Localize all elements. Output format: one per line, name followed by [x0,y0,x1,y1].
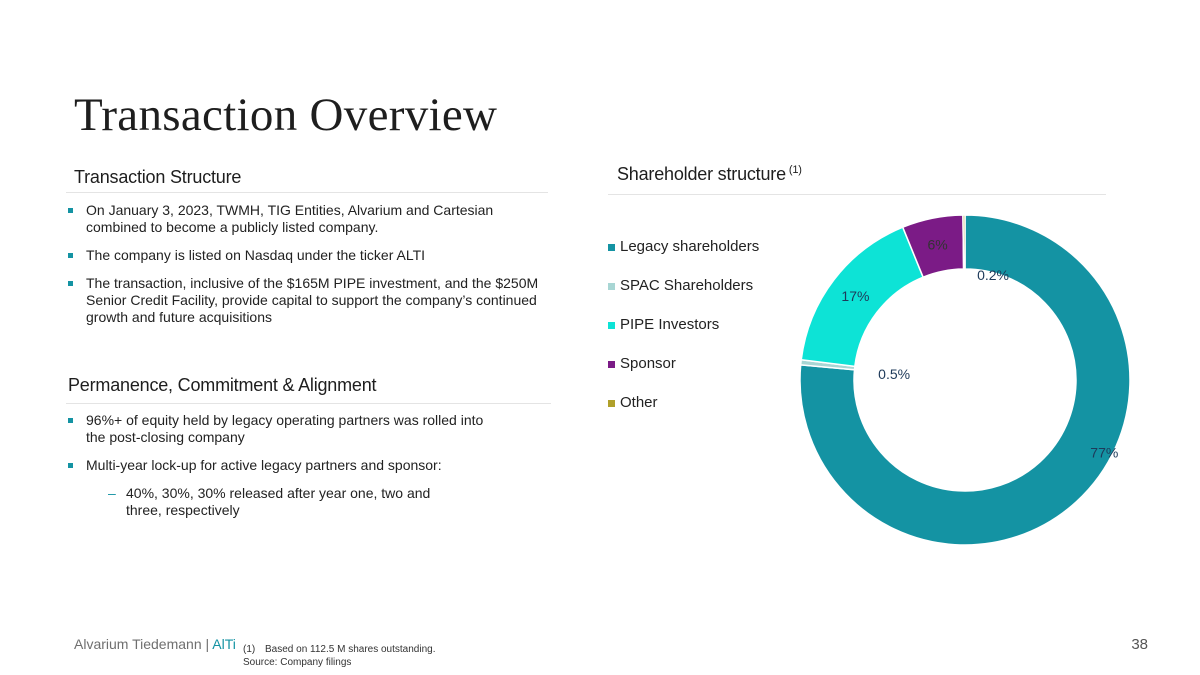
shareholder-structure-divider [608,194,1106,195]
bullet-square-icon [68,418,73,423]
legend-swatch [608,244,615,251]
footnote-text: Based on 112.5 M shares outstanding. [265,644,436,655]
bullet-square-icon [68,281,73,286]
bullet-text: Multi-year lock-up for active legacy par… [86,457,442,473]
legend-item: Legacy shareholders [608,238,759,277]
bullet-text: The transaction, inclusive of the $165M … [86,275,539,325]
bullet-text: 40%, 30%, 30% released after year one, t… [126,485,431,518]
donut-slice-legacy-shareholders [799,214,1131,546]
footnote: (1) Based on 112.5 M shares outstanding. … [243,643,435,669]
legend-label: PIPE Investors [620,316,720,333]
chart-title: Shareholder structure [617,164,786,184]
legend-label: Legacy shareholders [620,238,760,255]
chart-legend: Legacy shareholders SPAC Shareholders PIPE… [608,238,759,433]
footnote-number: (1) [243,644,256,655]
list-item: On January 3, 2023, TWMH, TIG Entities, … [66,202,546,236]
bullet-square-icon [68,208,73,213]
permanence-heading: Permanence, Commitment & Alignment [68,375,377,395]
list-item: The transaction, inclusive of the $165M … [66,275,546,326]
data-label: 0.5% [878,366,910,382]
donut-slice-other [962,214,966,270]
data-label: 17% [841,288,869,304]
legend-label: Other [620,394,658,411]
footnote-marker: (1) [788,164,802,176]
sub-list-item: –40%, 30%, 30% released after year one, … [66,485,466,519]
legend-swatch [608,400,615,407]
data-label: 6% [928,237,948,253]
permanence-list: 96%+ of equity held by legacy operating … [66,412,496,530]
list-item: The company is listed on Nasdaq under th… [66,247,546,264]
transaction-structure-divider [66,192,548,193]
legend-swatch [608,322,615,329]
bullet-square-icon [68,253,73,258]
data-label: 77% [1090,444,1118,460]
shareholder-structure-heading: Shareholder structure (1) [617,164,802,185]
transaction-structure-list: On January 3, 2023, TWMH, TIG Entities, … [66,202,546,337]
source-note: Source: Company filings [243,657,352,668]
legend-label: SPAC Shareholders [620,277,754,294]
legend-swatch [608,361,615,368]
brand-name: Alvarium Tiedemann | [74,636,210,652]
bullet-text: 96%+ of equity held by legacy operating … [86,412,484,445]
page-title: Transaction Overview [74,89,498,141]
legend-item: SPAC Shareholders [608,277,759,316]
legend-label: Sponsor [620,355,676,372]
shareholder-donut-chart: 77% 0.5% 17% 6% 0.2% [799,214,1131,546]
list-item: 96%+ of equity held by legacy operating … [66,412,496,446]
legend-swatch [608,283,615,290]
bullet-square-icon [68,463,73,468]
legend-item: Other [608,394,759,433]
permanence-divider [66,403,551,404]
data-label: 0.2% [977,267,1009,283]
list-item: Multi-year lock-up for active legacy par… [66,457,496,474]
legend-item: PIPE Investors [608,316,759,355]
dash-icon: – [108,485,116,501]
brand-ticker: AlTi [212,636,236,652]
bullet-text: On January 3, 2023, TWMH, TIG Entities, … [86,202,494,235]
footer-brand: Alvarium Tiedemann | AlTi [74,636,236,652]
legend-item: Sponsor [608,355,759,394]
transaction-structure-heading: Transaction Structure [74,167,242,187]
bullet-text: The company is listed on Nasdaq under th… [86,247,426,263]
page-number: 38 [1131,636,1148,653]
